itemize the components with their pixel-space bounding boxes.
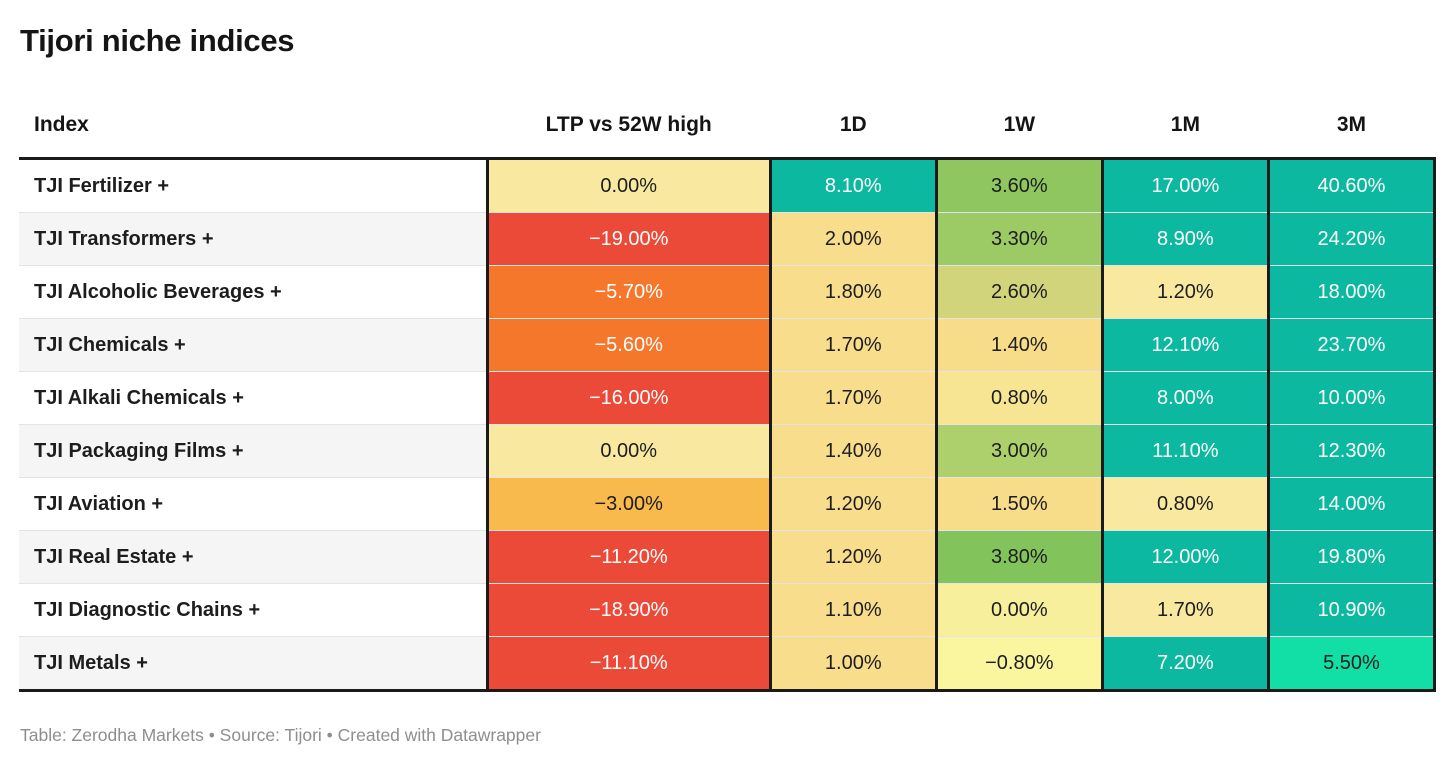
table-row-metals: TJI Metals + −11.10% 1.00% −0.80% 7.20% … [19, 636, 1437, 692]
table-row-packaging-films: TJI Packaging Films + 0.00% 1.40% 3.00% … [19, 424, 1437, 478]
cell-3m: 19.80% [1266, 530, 1437, 584]
cell-3m: 10.90% [1266, 583, 1437, 637]
cell-3m: 18.00% [1266, 265, 1437, 319]
row-label-expandable[interactable]: TJI Metals + [19, 636, 488, 692]
cell-ltp-52w: −11.10% [485, 636, 771, 692]
cell-ltp-52w: −16.00% [485, 371, 771, 425]
cell-1w: 0.80% [934, 371, 1103, 425]
cell-3m: 10.00% [1266, 371, 1437, 425]
cell-1w: 0.00% [934, 583, 1103, 637]
cell-1m: 0.80% [1100, 477, 1269, 531]
cell-ltp-52w: −18.90% [485, 583, 771, 637]
table-row-transformers: TJI Transformers + −19.00% 2.00% 3.30% 8… [19, 212, 1437, 266]
row-label-expandable[interactable]: TJI Diagnostic Chains + [19, 583, 488, 637]
cell-1m: 12.00% [1100, 530, 1269, 584]
cell-1w: 2.60% [934, 265, 1103, 319]
row-label-expandable[interactable]: TJI Alkali Chemicals + [19, 371, 488, 425]
col-header-ltp-52w: LTP vs 52W high [487, 109, 771, 159]
table-header: Index LTP vs 52W high 1D 1W 1M 3M [19, 109, 1435, 159]
cell-1m: 8.00% [1100, 371, 1269, 425]
cell-3m: 14.00% [1266, 477, 1437, 531]
cell-1m: 12.10% [1100, 318, 1269, 372]
cell-1d: 1.10% [768, 583, 937, 637]
cell-ltp-52w: 0.00% [485, 157, 771, 213]
table-row-chemicals: TJI Chemicals + −5.60% 1.70% 1.40% 12.10… [19, 318, 1437, 372]
cell-1w: −0.80% [934, 636, 1103, 692]
cell-3m: 5.50% [1266, 636, 1437, 692]
row-label-expandable[interactable]: TJI Fertilizer + [19, 157, 488, 213]
table-body: TJI Fertilizer + 0.00% 8.10% 3.60% 17.00… [19, 157, 1437, 692]
cell-1m: 1.70% [1100, 583, 1269, 637]
col-header-1w: 1W [936, 109, 1103, 159]
row-label-expandable[interactable]: TJI Alcoholic Beverages + [19, 265, 488, 319]
page-title: Tijori niche indices [20, 23, 295, 58]
cell-3m: 40.60% [1266, 157, 1437, 213]
cell-ltp-52w: −5.70% [485, 265, 771, 319]
row-label-expandable[interactable]: TJI Packaging Films + [19, 424, 488, 478]
cell-ltp-52w: −3.00% [485, 477, 771, 531]
cell-1m: 8.90% [1100, 212, 1269, 266]
cell-1m: 1.20% [1100, 265, 1269, 319]
cell-1d: 1.40% [768, 424, 937, 478]
cell-1w: 3.80% [934, 530, 1103, 584]
table-row-real-estate: TJI Real Estate + −11.20% 1.20% 3.80% 12… [19, 530, 1437, 584]
table-row-alkali-chemicals: TJI Alkali Chemicals + −16.00% 1.70% 0.8… [19, 371, 1437, 425]
cell-1w: 3.30% [934, 212, 1103, 266]
cell-1m: 17.00% [1100, 157, 1269, 213]
cell-1w: 1.40% [934, 318, 1103, 372]
cell-1w: 1.50% [934, 477, 1103, 531]
table-row-diagnostic-chains: TJI Diagnostic Chains + −18.90% 1.10% 0.… [19, 583, 1437, 637]
row-label-expandable[interactable]: TJI Transformers + [19, 212, 488, 266]
cell-1w: 3.00% [934, 424, 1103, 478]
indices-table: Index LTP vs 52W high 1D 1W 1M 3M TJI Fe… [19, 109, 1437, 692]
table-row-alcoholic-beverages: TJI Alcoholic Beverages + −5.70% 1.80% 2… [19, 265, 1437, 319]
col-header-1m: 1M [1102, 109, 1269, 159]
cell-3m: 24.20% [1266, 212, 1437, 266]
cell-1d: 1.00% [768, 636, 937, 692]
cell-1d: 8.10% [768, 157, 937, 213]
cell-ltp-52w: −11.20% [485, 530, 771, 584]
cell-ltp-52w: 0.00% [485, 424, 771, 478]
table-row-aviation: TJI Aviation + −3.00% 1.20% 1.50% 0.80% … [19, 477, 1437, 531]
cell-ltp-52w: −19.00% [485, 212, 771, 266]
row-label-expandable[interactable]: TJI Aviation + [19, 477, 488, 531]
cell-ltp-52w: −5.60% [485, 318, 771, 372]
cell-1d: 1.70% [768, 371, 937, 425]
row-label-expandable[interactable]: TJI Chemicals + [19, 318, 488, 372]
table-row-fertilizer: TJI Fertilizer + 0.00% 8.10% 3.60% 17.00… [19, 157, 1437, 213]
cell-1d: 2.00% [768, 212, 937, 266]
cell-3m: 23.70% [1266, 318, 1437, 372]
col-header-index: Index [19, 109, 488, 159]
col-header-3m: 3M [1268, 109, 1435, 159]
cell-1m: 7.20% [1100, 636, 1269, 692]
cell-1d: 1.70% [768, 318, 937, 372]
cell-1w: 3.60% [934, 157, 1103, 213]
cell-1m: 11.10% [1100, 424, 1269, 478]
cell-3m: 12.30% [1266, 424, 1437, 478]
cell-1d: 1.20% [768, 477, 937, 531]
cell-1d: 1.20% [768, 530, 937, 584]
row-label-expandable[interactable]: TJI Real Estate + [19, 530, 488, 584]
col-header-1d: 1D [770, 109, 937, 159]
table-footnote: Table: Zerodha Markets • Source: Tijori … [20, 725, 541, 745]
cell-1d: 1.80% [768, 265, 937, 319]
